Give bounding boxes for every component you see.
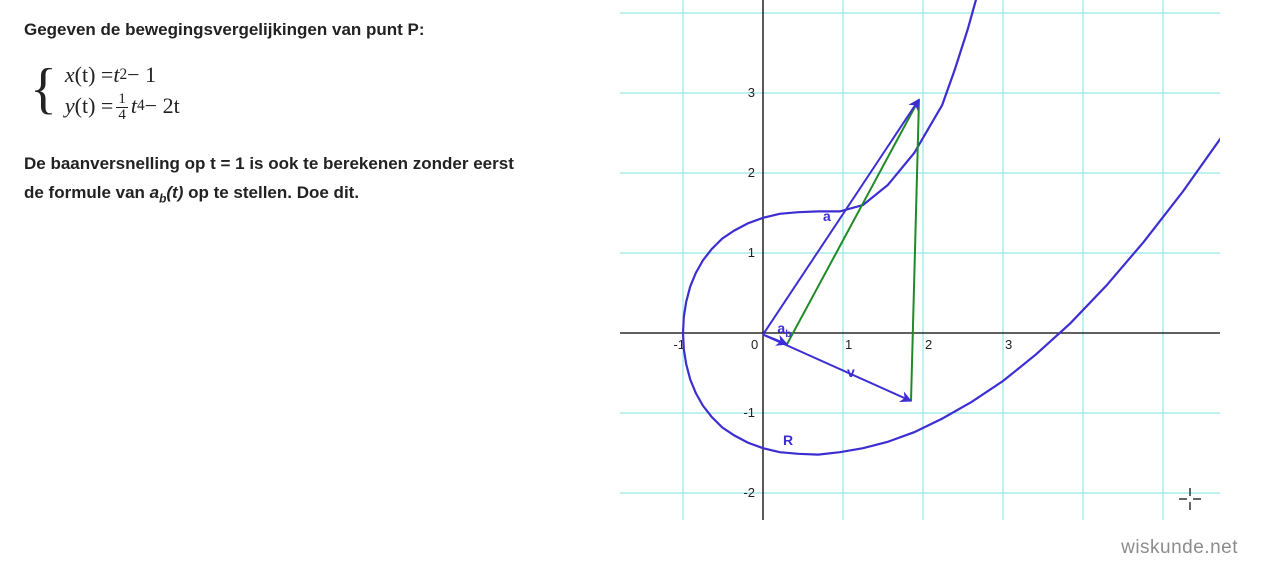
problem-heading: Gegeven de bewegingsvergelijkingen van p… <box>24 20 584 40</box>
para-fn-arg: (t) <box>166 183 183 202</box>
watermark: wiskunde.net <box>1121 537 1238 559</box>
para-line-2-pre: de formule van <box>24 183 150 202</box>
svg-text:1: 1 <box>845 337 852 352</box>
plot-area: -10123-2-1123vaabR <box>620 0 1220 520</box>
eq-y-tail: − 2t <box>145 91 180 122</box>
svg-text:2: 2 <box>748 165 755 180</box>
frac-den: 4 <box>116 108 128 123</box>
svg-text:3: 3 <box>1005 337 1012 352</box>
svg-text:-1: -1 <box>743 405 755 420</box>
svg-text:3: 3 <box>748 85 755 100</box>
svg-text:ab: ab <box>777 320 791 340</box>
svg-text:2: 2 <box>925 337 932 352</box>
eq-x-arg: (t) = <box>75 60 114 91</box>
eq-y-arg: (t) = <box>75 91 114 122</box>
svg-text:R: R <box>783 432 793 448</box>
equation-system: { x (t) = t 2 − 1 y (t) = 1 4 t <box>30 60 584 122</box>
eq-x-fn: x <box>65 60 75 91</box>
svg-text:v: v <box>847 364 855 380</box>
eq-x-tail: − 1 <box>127 60 156 91</box>
fraction-icon: 1 4 <box>116 92 128 123</box>
brace-icon: { <box>30 61 57 117</box>
para-line-1: De baanversnelling op t = 1 is ook te be… <box>24 154 514 173</box>
problem-paragraph: De baanversnelling op t = 1 is ook te be… <box>24 150 584 208</box>
frac-num: 1 <box>116 92 128 108</box>
para-fn: a <box>150 183 159 202</box>
svg-text:1: 1 <box>748 245 755 260</box>
svg-text:0: 0 <box>751 337 758 352</box>
eq-y-fn: y <box>65 91 75 122</box>
svg-text:-2: -2 <box>743 485 755 500</box>
plot-svg: -10123-2-1123vaabR <box>620 0 1220 520</box>
svg-text:a: a <box>823 208 831 224</box>
para-line-2-post: op te stellen. Doe dit. <box>183 183 359 202</box>
equation-y: y (t) = 1 4 t 4 − 2t <box>65 91 180 122</box>
equation-x: x (t) = t 2 − 1 <box>65 60 180 91</box>
